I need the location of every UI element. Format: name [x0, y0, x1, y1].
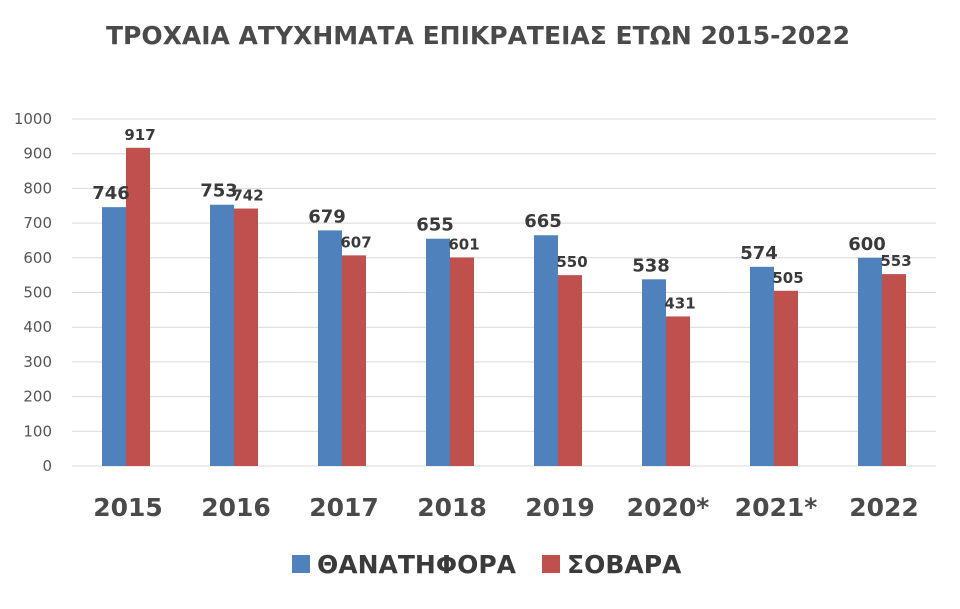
y-tick-label: 500: [23, 284, 52, 302]
legend-swatch: [542, 555, 560, 573]
bar-ΘΑΝΑΤΗΦΟΡΑ-2022: [858, 257, 882, 466]
bar-ΘΑΝΑΤΗΦΟΡΑ-2019: [534, 235, 558, 466]
bar-ΘΑΝΑΤΗΦΟΡΑ-2017: [318, 230, 342, 466]
data-label: 553: [880, 252, 911, 270]
x-tick-label: 2015: [93, 493, 163, 522]
bar-ΘΑΝΑΤΗΦΟΡΑ-2020*: [642, 279, 666, 466]
x-axis-ticks: 2015 2016 2017 2018 2019 2020* 2021* 2022: [93, 493, 919, 522]
data-label: 538: [632, 255, 670, 276]
data-label: 753: [200, 181, 238, 202]
gridlines: [72, 118, 936, 467]
data-label: 742: [232, 187, 263, 205]
bar-ΣΟΒΑΡΑ-2019: [558, 275, 582, 466]
y-tick-label: 0: [42, 457, 52, 475]
y-tick-label: 400: [23, 318, 52, 336]
y-axis-ticks: 0 100 200 300 400 500 600 700 800 900 1000: [14, 110, 52, 475]
y-tick-label: 300: [23, 353, 52, 371]
data-label: 607: [340, 233, 371, 251]
data-label: 601: [448, 235, 479, 253]
x-tick-label: 2020*: [627, 493, 710, 522]
x-tick-label: 2022: [849, 493, 919, 522]
legend-swatch: [292, 555, 310, 573]
data-label: 655: [416, 215, 454, 236]
y-tick-label: 200: [23, 388, 52, 406]
bar-ΣΟΒΑΡΑ-2022: [882, 274, 906, 466]
bar-ΣΟΒΑΡΑ-2015: [126, 147, 150, 466]
bar-ΣΟΒΑΡΑ-2020*: [666, 316, 690, 466]
y-tick-label: 800: [23, 179, 52, 197]
y-tick-label: 100: [23, 422, 52, 440]
bar-ΘΑΝΑΤΗΦΟΡΑ-2016: [210, 204, 234, 467]
data-label: 431: [664, 294, 695, 312]
bar-ΣΟΒΑΡΑ-2021*: [774, 290, 798, 466]
bars: [102, 147, 906, 467]
x-tick-label: 2021*: [735, 493, 818, 522]
x-tick-label: 2017: [309, 493, 379, 522]
data-label: 505: [772, 269, 803, 287]
data-label: 550: [556, 253, 587, 271]
bar-ΣΟΒΑΡΑ-2018: [450, 257, 474, 466]
x-tick-label: 2019: [525, 493, 595, 522]
legend-label: ΘΑΝΑΤΗΦΟΡΑ: [317, 550, 517, 579]
x-tick-label: 2016: [201, 493, 271, 522]
bar-ΘΑΝΑΤΗΦΟΡΑ-2018: [426, 238, 450, 466]
bar-ΘΑΝΑΤΗΦΟΡΑ-2021*: [750, 266, 774, 466]
legend: ΘΑΝΑΤΗΦΟΡΑ ΣΟΒΑΡΑ: [292, 550, 682, 579]
chart-title: ΤΡΟΧΑΙΑ ΑΤΥΧΗΜΑΤΑ ΕΠΙΚΡΑΤΕΙΑΣ ΕΤΩΝ 2015-…: [106, 21, 850, 50]
y-tick-label: 900: [23, 145, 52, 163]
data-label: 665: [524, 211, 562, 232]
data-label: 917: [124, 126, 155, 144]
y-tick-label: 1000: [14, 110, 52, 128]
y-tick-label: 600: [23, 249, 52, 267]
bar-ΣΟΒΑΡΑ-2016: [234, 208, 258, 466]
x-tick-label: 2018: [417, 493, 487, 522]
bar-ΣΟΒΑΡΑ-2017: [342, 255, 366, 466]
bar-ΘΑΝΑΤΗΦΟΡΑ-2015: [102, 207, 126, 466]
data-label: 600: [848, 234, 886, 255]
legend-label: ΣΟΒΑΡΑ: [567, 550, 682, 579]
data-label: 574: [740, 243, 778, 264]
data-label: 746: [92, 183, 130, 204]
y-tick-label: 700: [23, 214, 52, 232]
data-label: 679: [308, 206, 346, 227]
